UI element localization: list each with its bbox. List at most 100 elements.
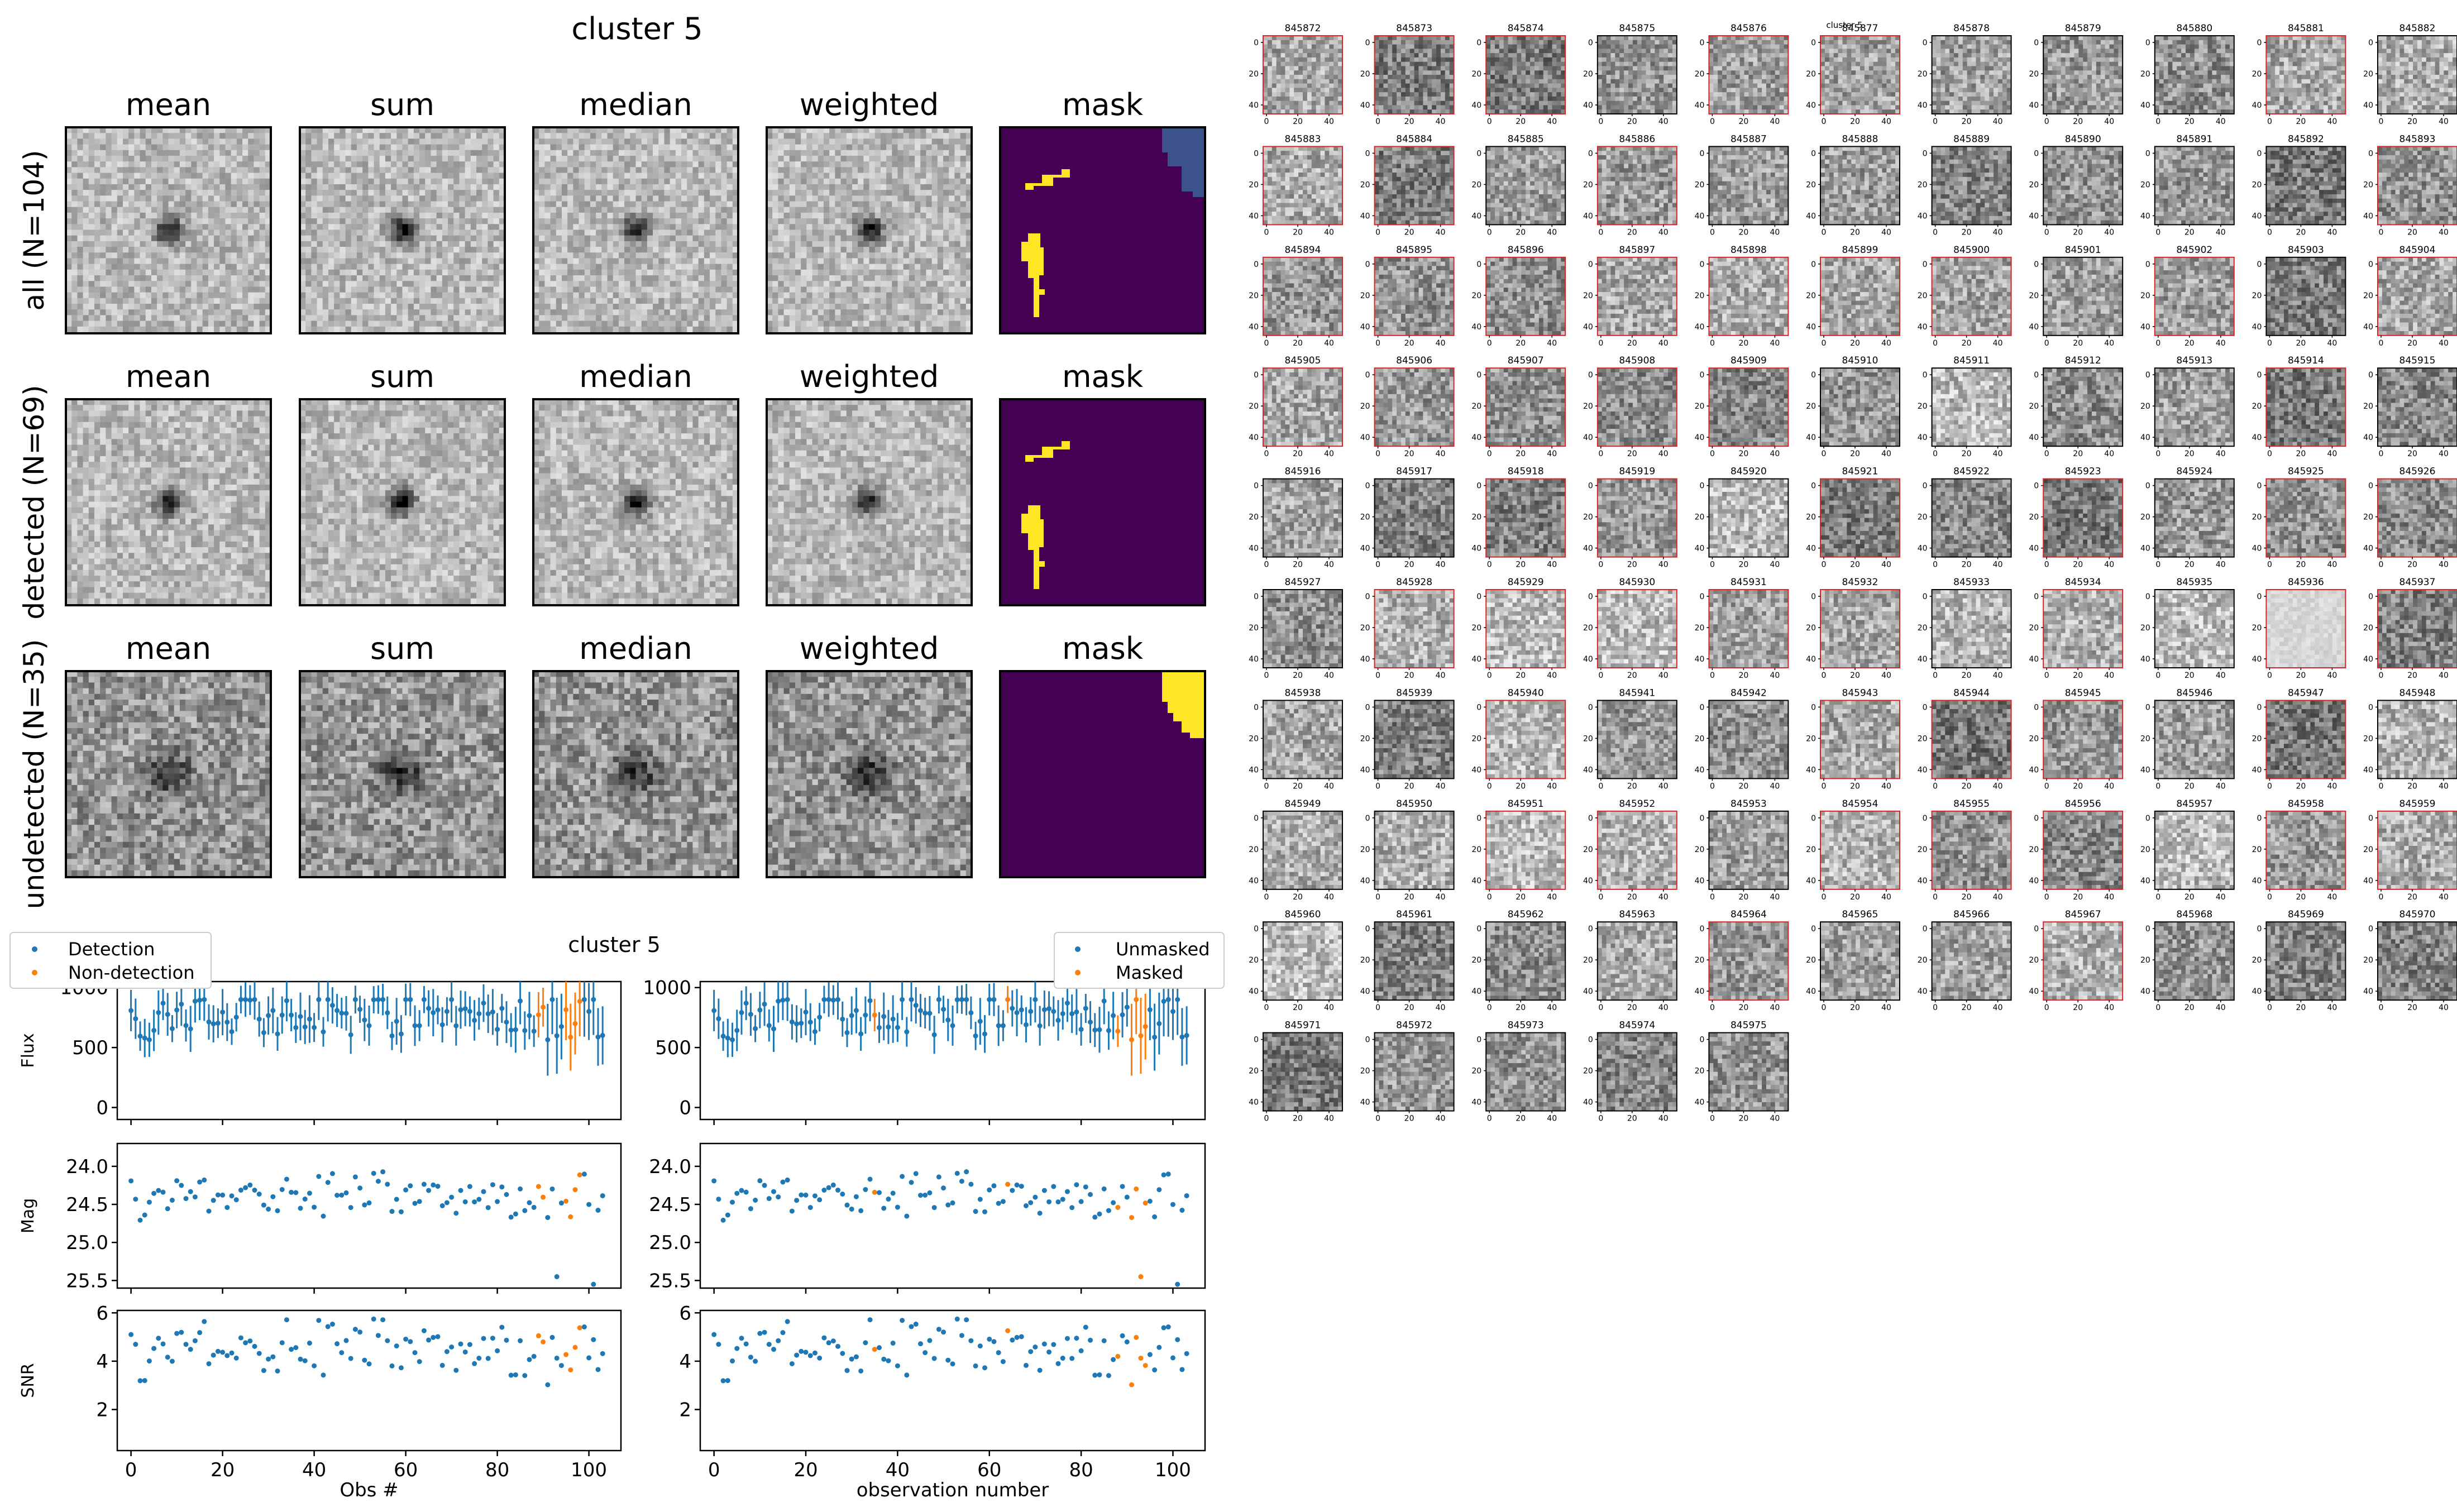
stamp-pixel: [128, 286, 135, 293]
stamp-pixel: [203, 236, 209, 242]
stamp-pixel: [134, 309, 140, 315]
stamp-pixel: [242, 173, 248, 179]
stamp-pixel: [146, 286, 152, 293]
stamp-pixel: [208, 293, 214, 299]
stamp-pixel: [260, 304, 266, 310]
stamp-pixel: [174, 161, 180, 168]
stamp-pixel: [254, 195, 260, 202]
stamp-pixel: [225, 236, 231, 242]
stamp-pixel: [162, 202, 169, 208]
stamp-pixel: [140, 293, 146, 299]
stamp-pixel: [169, 241, 175, 247]
stamp-pixel: [242, 156, 248, 162]
stamp-pixel: [83, 207, 89, 213]
stamp-pixel: [106, 230, 112, 236]
stamp-pixel: [100, 173, 106, 179]
stamp-pixel: [140, 207, 146, 213]
stamp-pixel: [100, 275, 106, 281]
stamp-pixel: [83, 315, 89, 321]
stamp-pixel: [71, 156, 78, 162]
stamp-pixel: [112, 161, 118, 168]
stamp-pixel: [214, 179, 220, 185]
stamp-pixel: [134, 202, 140, 208]
stamp-pixel: [180, 150, 186, 156]
stamp-pixel: [185, 293, 192, 299]
stamp-pixel: [128, 293, 135, 299]
stamp-pixel: [94, 161, 101, 168]
stamp-pixel: [83, 264, 89, 270]
stamp-pixel: [94, 218, 101, 224]
stamp-pixel: [180, 275, 186, 281]
stamp-pixel: [94, 241, 101, 247]
stamp-pixel: [203, 293, 209, 299]
stamp-pixel: [248, 304, 254, 310]
stamp-pixel: [162, 247, 169, 253]
stamp-pixel: [89, 184, 95, 190]
stamp-pixel: [89, 138, 95, 145]
stamp-pixel: [123, 218, 129, 224]
stamp-pixel: [237, 241, 243, 247]
stamp-pixel: [71, 252, 78, 259]
stamp-pixel: [242, 298, 248, 304]
stamp-pixel: [214, 247, 220, 253]
stamp-pixel: [248, 133, 254, 139]
stamp-pixel: [151, 293, 157, 299]
stamp-pixel: [203, 195, 209, 202]
stamp-pixel: [197, 138, 203, 145]
stamp-pixel: [214, 207, 220, 213]
stamp-pixel: [169, 286, 175, 293]
stamp-pixel: [128, 224, 135, 230]
stamp-pixel: [197, 161, 203, 168]
stamp-pixel: [77, 286, 83, 293]
stamp-pixel: [174, 173, 180, 179]
stamp-pixel: [77, 275, 83, 281]
stamp-pixel: [191, 241, 197, 247]
stamp-pixel: [117, 173, 123, 179]
stamp-pixel: [134, 281, 140, 287]
stamp-pixel: [106, 133, 112, 139]
stamp-pixel: [77, 167, 83, 173]
stamp-pixel: [71, 315, 78, 321]
stamp-pixel: [260, 309, 266, 315]
stamp-pixel: [254, 224, 260, 230]
stamp-pixel: [197, 156, 203, 162]
stamp-pixel: [94, 315, 101, 321]
stamp-pixel: [112, 258, 118, 264]
stamp-pixel: [197, 236, 203, 242]
stamp-pixel: [94, 309, 101, 315]
stamp-pixel: [197, 218, 203, 224]
stamp-pixel: [169, 202, 175, 208]
stamp-pixel: [151, 150, 157, 156]
stamp-pixel: [140, 202, 146, 208]
stamp-pixel: [112, 298, 118, 304]
stamp-pixel: [94, 264, 101, 270]
stamp-pixel: [89, 281, 95, 287]
stamp-pixel: [146, 138, 152, 145]
stamp-pixel: [169, 298, 175, 304]
stamp-pixel: [254, 156, 260, 162]
stamp-pixel: [89, 230, 95, 236]
stamp-pixel: [180, 241, 186, 247]
stamp-pixel: [203, 252, 209, 259]
stamp-pixel: [219, 264, 226, 270]
stamp-pixel: [157, 161, 163, 168]
stamp-pixel: [157, 195, 163, 202]
stamp-pixel: [89, 275, 95, 281]
stamp-pixel: [117, 252, 123, 259]
stamp-pixel: [77, 145, 83, 151]
stamp-pixel: [208, 190, 214, 196]
stamp-pixel: [254, 138, 260, 145]
stamp-pixel: [208, 230, 214, 236]
stamp-pixel: [174, 270, 180, 276]
stamp-pixel: [140, 230, 146, 236]
stamp-pixel: [117, 184, 123, 190]
stamp-pixel: [157, 309, 163, 315]
stamp-pixel: [151, 315, 157, 321]
stamp-pixel: [203, 304, 209, 310]
stamp-pixel: [106, 258, 112, 264]
stamp-pixel: [106, 241, 112, 247]
stamp-pixel: [100, 207, 106, 213]
stamp-pixel: [128, 247, 135, 253]
stamp-pixel: [237, 184, 243, 190]
stamp-pixel: [134, 247, 140, 253]
